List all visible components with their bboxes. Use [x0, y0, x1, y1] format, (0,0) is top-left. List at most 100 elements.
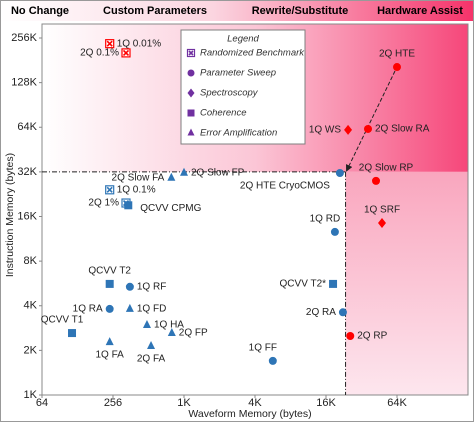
legend-label: Parameter Sweep: [200, 68, 276, 79]
y-tick-label: 8K: [24, 255, 38, 267]
marker: [180, 167, 188, 176]
point-label: 2Q HTE: [379, 49, 415, 60]
point-label: 1Q SRF: [364, 205, 400, 216]
y-tick-label: 128K: [11, 77, 37, 89]
data-point: [268, 356, 277, 365]
data-point: [147, 341, 156, 350]
point-label: QCVV CPMG: [140, 203, 201, 214]
point-label: 1Q HA: [154, 320, 184, 331]
data-point: [187, 128, 195, 136]
y-tick-label: 256K: [11, 32, 37, 44]
point-label: 1Q FF: [249, 343, 277, 354]
data-point: [346, 332, 355, 341]
marker: [125, 303, 134, 312]
data-point: [125, 282, 134, 291]
data-point: [105, 304, 114, 313]
marker: [372, 176, 381, 185]
marker: [187, 128, 195, 136]
point-label: 2Q RP: [357, 331, 387, 342]
marker: [147, 341, 156, 350]
data-point: [372, 176, 381, 185]
point-label: 1Q RA: [73, 304, 103, 315]
legend-label: Error Amplification: [200, 128, 277, 139]
marker: [335, 169, 344, 178]
point-label: 1Q RF: [137, 281, 166, 292]
data-point: [330, 227, 339, 236]
point-label: QCVV T2*: [280, 279, 327, 290]
point-label: 2Q Slow RP: [359, 162, 414, 173]
data-point: [393, 63, 401, 72]
x-tick-label: 4K: [248, 397, 262, 409]
point-label: 2Q FP: [179, 328, 208, 339]
x-tick-label: 64: [36, 397, 48, 409]
region-label: Hardware Assist: [377, 5, 463, 17]
data-point: [187, 109, 195, 117]
data-point: [329, 279, 338, 288]
legend-label: Randomized Benchmark: [200, 48, 305, 59]
marker: [344, 124, 353, 135]
point-label: 2Q HTE CryoCMOS: [240, 181, 330, 192]
marker: [106, 186, 113, 193]
point-label: 1Q RD: [310, 214, 341, 225]
data-point: [105, 337, 114, 346]
data-point: [338, 308, 347, 317]
marker: [329, 279, 338, 288]
y-tick-label: 16K: [17, 210, 37, 222]
point-label: 1Q 0.01%: [117, 38, 162, 49]
marker: [330, 227, 339, 236]
legend-label: Spectroscopy: [200, 88, 259, 99]
legend: Legend Randomized Benchmark Parameter Swee…: [180, 29, 306, 145]
point-label: 2Q Slow FP: [191, 167, 245, 178]
marker: [187, 69, 195, 77]
point-label: 2Q RA: [306, 307, 336, 318]
x-tick-label: 64K: [387, 397, 407, 409]
point-label: 1Q FA: [96, 350, 125, 361]
y-axis-label: Instruction Memory (bytes): [4, 153, 16, 277]
x-axis-label: Waveform Memory (bytes): [188, 408, 311, 420]
header-band: [1, 1, 473, 21]
marker: [188, 50, 194, 56]
point-label: QCVV T1: [41, 315, 84, 326]
legend-label: Coherence: [200, 108, 246, 119]
y-tick-label: 4K: [24, 300, 38, 312]
x-tick-label: 256: [104, 397, 122, 409]
data-point: [335, 169, 344, 178]
region-label: Rewrite/Substitute: [252, 5, 349, 17]
data-point: [180, 167, 188, 176]
marker: [268, 356, 277, 365]
region-label: Custom Parameters: [103, 5, 207, 17]
data-point: [142, 319, 151, 328]
region-label: No Change: [11, 5, 69, 17]
point-label: 2Q Slow RA: [375, 124, 430, 135]
marker: [125, 282, 134, 291]
marker: [338, 308, 347, 317]
marker: [167, 172, 176, 181]
marker: [167, 328, 176, 337]
data-point: [124, 201, 133, 210]
point-label: 1Q 0.1%: [117, 184, 156, 195]
data-point: [363, 124, 372, 133]
marker: [363, 124, 372, 133]
point-label: 1Q FD: [137, 304, 166, 315]
point-label: 2Q FA: [137, 354, 166, 365]
data-point: [167, 172, 176, 181]
x-tick-label: 16K: [316, 397, 336, 409]
marker: [105, 279, 114, 288]
point-label: QCVV T2: [88, 266, 131, 277]
marker: [393, 63, 401, 72]
x-tick-label: 1K: [177, 397, 191, 409]
point-label: 2Q Slow FA: [112, 172, 165, 183]
y-tick-label: 64K: [17, 121, 37, 133]
data-point: [105, 39, 115, 49]
legend-title: Legend: [227, 34, 259, 45]
data-point: [186, 48, 196, 58]
data-point: [121, 48, 131, 58]
point-label: 2Q 1%: [88, 198, 119, 209]
marker: [187, 109, 195, 117]
marker: [378, 218, 387, 229]
y-tick-label: 1K: [24, 389, 38, 401]
threshold-arrow: [346, 70, 396, 172]
y-tick-label: 32K: [17, 166, 37, 178]
data-point: [167, 328, 176, 337]
